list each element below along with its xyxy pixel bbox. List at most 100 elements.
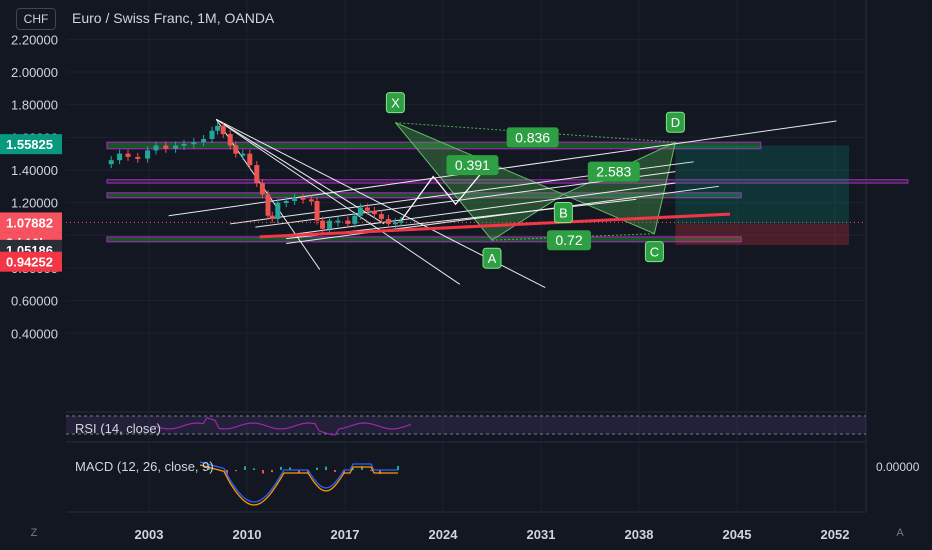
price-badge-text: 0.94252 bbox=[6, 255, 53, 270]
y-tick-label: 2.20000 bbox=[11, 32, 58, 47]
ratio-value: 0.72 bbox=[555, 232, 582, 248]
candle-body bbox=[357, 207, 363, 216]
candle-body bbox=[345, 220, 351, 224]
pattern-point-c: C bbox=[644, 241, 664, 263]
pattern-point-b: B bbox=[553, 201, 573, 223]
candle-body bbox=[275, 202, 281, 219]
x-tick-label: 2038 bbox=[625, 527, 654, 542]
rsi-label: RSI (14, close) bbox=[75, 421, 161, 436]
candle-body bbox=[191, 142, 197, 145]
pattern-point-x: X bbox=[385, 92, 405, 114]
macd-line bbox=[199, 461, 398, 503]
price-badge-text: 1.07882 bbox=[6, 215, 53, 230]
candle-body bbox=[385, 218, 391, 224]
candle-body bbox=[254, 165, 260, 184]
candle-body bbox=[352, 215, 358, 224]
y-tick-label: 1.40000 bbox=[11, 163, 58, 178]
candle-body bbox=[378, 214, 384, 219]
candle-body bbox=[327, 220, 333, 229]
support-trend-line bbox=[259, 212, 731, 239]
macd-value: 0.00000 bbox=[876, 460, 920, 474]
price-badge: 1.55825 bbox=[0, 134, 62, 155]
candle-body bbox=[247, 153, 253, 166]
projection-target-box bbox=[675, 145, 849, 224]
pattern-point-label: X bbox=[391, 96, 400, 111]
macd-label: MACD (12, 26, close, 9) bbox=[75, 459, 214, 474]
trend-line bbox=[215, 118, 385, 225]
rsi-line bbox=[154, 416, 412, 436]
macd-histogram-bar bbox=[334, 470, 336, 472]
projection-stop-box bbox=[675, 223, 849, 246]
macd-histogram-bar bbox=[226, 470, 228, 474]
macd-histogram-bar bbox=[370, 470, 372, 471]
price-badge: 1.07882 bbox=[0, 212, 62, 233]
forecast-path bbox=[400, 159, 493, 221]
auto-scale-button[interactable]: A bbox=[896, 527, 904, 539]
candle-body bbox=[269, 215, 275, 219]
candle-body bbox=[135, 156, 141, 159]
candle-body bbox=[163, 145, 169, 149]
candle-body bbox=[153, 145, 159, 151]
candle-body bbox=[125, 153, 131, 157]
candle-body bbox=[220, 125, 226, 135]
x-tick-label: 2010 bbox=[233, 527, 262, 542]
macd-histogram-bar bbox=[325, 466, 327, 470]
candle-body bbox=[173, 145, 179, 149]
x-tick-label: 2003 bbox=[135, 527, 164, 542]
candle-body bbox=[364, 207, 370, 211]
candle-body bbox=[181, 143, 187, 146]
candle-body bbox=[314, 201, 320, 221]
macd-histogram-bar bbox=[253, 468, 255, 470]
trend-line bbox=[168, 120, 837, 217]
candle-body bbox=[398, 220, 404, 223]
macd-histogram-bar bbox=[280, 466, 282, 470]
y-tick-label: 2.00000 bbox=[11, 65, 58, 80]
macd-histogram-bar bbox=[262, 470, 264, 474]
trend-line bbox=[286, 182, 676, 236]
ratio-value: 0.836 bbox=[515, 129, 550, 145]
candle-body bbox=[335, 220, 341, 223]
macd-histogram-bar bbox=[361, 466, 363, 470]
ratio-label: 0.72 bbox=[547, 230, 591, 251]
currency-badge[interactable]: CHF bbox=[16, 8, 56, 30]
candle-body bbox=[308, 199, 314, 202]
candle-body bbox=[117, 153, 123, 161]
macd-histogram-bar bbox=[316, 467, 318, 470]
y-tick-label: 0.40000 bbox=[11, 326, 58, 341]
x-tick-label: 2017 bbox=[331, 527, 360, 542]
ratio-value: 0.391 bbox=[455, 157, 490, 173]
pattern-point-d: D bbox=[665, 111, 685, 133]
candle-body bbox=[320, 220, 326, 229]
candle-body bbox=[209, 130, 215, 139]
macd-histogram-bar bbox=[298, 470, 300, 473]
zone-rect bbox=[106, 179, 909, 184]
candle-body bbox=[240, 153, 246, 156]
candle-body bbox=[227, 134, 233, 146]
macd-histogram-bar bbox=[271, 470, 273, 473]
ratio-label: 0.836 bbox=[506, 127, 559, 148]
candle-body bbox=[300, 197, 306, 200]
macd-histogram-bar bbox=[235, 470, 237, 472]
ratio-label: 0.391 bbox=[446, 155, 499, 176]
ratio-label: 2.583 bbox=[587, 161, 640, 182]
ratio-value: 2.583 bbox=[596, 164, 631, 180]
x-tick-label: 2052 bbox=[821, 527, 850, 542]
chart-title: Euro / Swiss Franc, 1M, OANDA bbox=[72, 10, 275, 26]
candle-body bbox=[259, 183, 265, 195]
zone-rect bbox=[106, 236, 742, 243]
candle-body bbox=[371, 210, 377, 215]
y-tick-label: 1.80000 bbox=[11, 98, 58, 113]
macd-histogram-bar bbox=[307, 470, 309, 474]
zoom-button[interactable]: Z bbox=[30, 527, 38, 539]
candle-body bbox=[265, 194, 271, 216]
x-tick-label: 2024 bbox=[429, 527, 459, 542]
zone-rect bbox=[106, 141, 762, 150]
macd-histogram-bar bbox=[379, 470, 381, 474]
pattern-point-a: A bbox=[482, 247, 502, 269]
macd-histogram-bar bbox=[352, 468, 354, 470]
trend-line bbox=[286, 185, 719, 244]
macd-histogram-bar bbox=[244, 466, 246, 470]
candle-body bbox=[201, 138, 207, 143]
candle-body bbox=[145, 150, 151, 159]
